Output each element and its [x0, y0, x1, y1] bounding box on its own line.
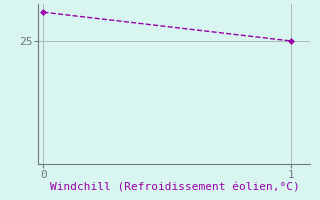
- X-axis label: Windchill (Refroidissement éolien,°C): Windchill (Refroidissement éolien,°C): [50, 182, 299, 192]
